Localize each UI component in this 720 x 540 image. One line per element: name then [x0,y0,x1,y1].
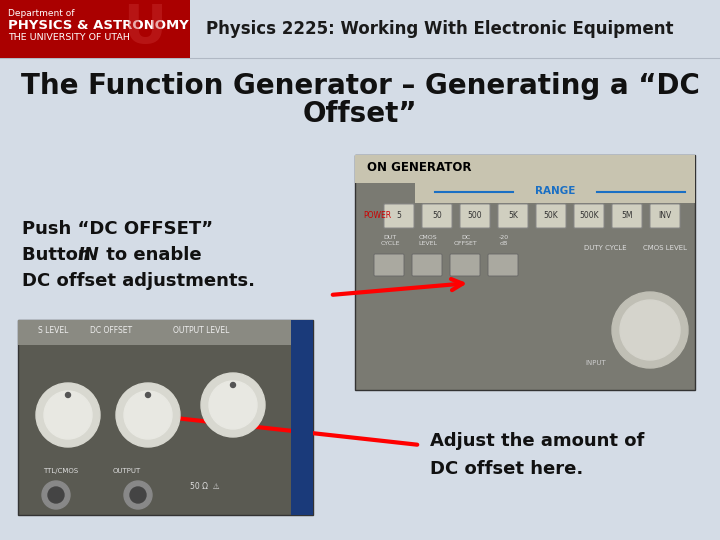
Text: Physics 2225: Working With Electronic Equipment: Physics 2225: Working With Electronic Eq… [206,20,674,38]
Text: OUTPUT: OUTPUT [113,468,141,474]
FancyBboxPatch shape [291,320,313,515]
Text: to enable: to enable [100,246,202,264]
FancyBboxPatch shape [450,254,480,276]
Circle shape [230,382,235,388]
Circle shape [612,292,688,368]
FancyBboxPatch shape [384,204,414,228]
FancyBboxPatch shape [650,204,680,228]
Circle shape [42,481,70,509]
FancyBboxPatch shape [612,204,642,228]
FancyBboxPatch shape [355,155,695,183]
Text: DC OFFSET: DC OFFSET [90,326,132,335]
Circle shape [36,383,100,447]
Text: RANGE: RANGE [535,186,575,196]
Text: INPUT: INPUT [585,360,606,366]
Circle shape [145,393,150,397]
FancyBboxPatch shape [422,204,452,228]
Text: 50: 50 [432,212,442,220]
FancyBboxPatch shape [498,204,528,228]
Text: Button: Button [22,246,97,264]
Circle shape [201,373,265,437]
Text: ON GENERATOR: ON GENERATOR [367,161,472,174]
FancyBboxPatch shape [574,204,604,228]
Text: DC offset adjustments.: DC offset adjustments. [22,272,255,290]
Circle shape [116,383,180,447]
Text: 5K: 5K [508,212,518,220]
Text: DUT
CYCLE: DUT CYCLE [380,235,400,246]
Text: Offset”: Offset” [302,100,418,128]
FancyBboxPatch shape [488,254,518,276]
Text: THE UNIVERSITY OF UTAH: THE UNIVERSITY OF UTAH [8,33,130,42]
Text: -20
dB: -20 dB [499,235,509,246]
Text: DUTY CYCLE: DUTY CYCLE [584,245,626,251]
Text: PHYSICS & ASTRONOMY: PHYSICS & ASTRONOMY [8,19,189,32]
FancyBboxPatch shape [460,204,490,228]
FancyBboxPatch shape [0,0,190,58]
Circle shape [130,487,146,503]
Text: 5: 5 [397,212,402,220]
Text: IN: IN [78,246,100,264]
Text: CMOS
LEVEL: CMOS LEVEL [418,235,438,246]
Circle shape [124,481,152,509]
Circle shape [124,391,172,439]
Text: 5M: 5M [621,212,633,220]
Text: TTL/CMOS: TTL/CMOS [43,468,78,474]
Circle shape [44,391,92,439]
Text: Adjust the amount of: Adjust the amount of [430,432,644,450]
FancyBboxPatch shape [412,254,442,276]
Circle shape [620,300,680,360]
Text: INV: INV [658,212,672,220]
Text: S LEVEL: S LEVEL [38,326,68,335]
FancyBboxPatch shape [355,155,695,390]
FancyBboxPatch shape [536,204,566,228]
Text: 50 Ω  ⚠: 50 Ω ⚠ [190,482,220,491]
Text: 500: 500 [468,212,482,220]
Text: 50K: 50K [544,212,559,220]
Circle shape [48,487,64,503]
FancyBboxPatch shape [415,183,695,203]
Circle shape [66,393,71,397]
Text: POWER: POWER [363,211,391,219]
Text: OUTPUT LEVEL: OUTPUT LEVEL [173,326,230,335]
Text: DC offset here.: DC offset here. [430,460,583,478]
Text: Department of: Department of [8,9,74,18]
Text: CMOS LEVEL: CMOS LEVEL [643,245,687,251]
Text: The Function Generator – Generating a “DC: The Function Generator – Generating a “D… [21,72,699,100]
Text: DC
OFFSET: DC OFFSET [454,235,478,246]
FancyBboxPatch shape [18,320,313,515]
FancyBboxPatch shape [18,320,291,345]
FancyBboxPatch shape [374,254,404,276]
Circle shape [209,381,257,429]
Text: Push “DC OFFSET”: Push “DC OFFSET” [22,220,213,238]
Text: U: U [124,2,166,54]
Text: 500K: 500K [579,212,599,220]
